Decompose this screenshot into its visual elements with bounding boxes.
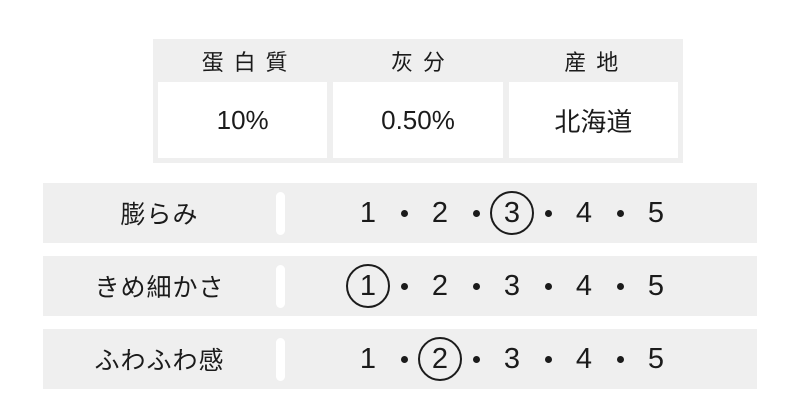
rating-label: きめ細かさ [94, 274, 225, 302]
scale-separator-dot [606, 210, 634, 217]
scale-value: 4 [575, 196, 593, 229]
divider-bar [276, 337, 285, 381]
scale-value: 3 [503, 342, 521, 375]
scale-separator-dot [462, 356, 490, 363]
rating-row-fukurami: 膨らみ 1 2 3 4 5 [43, 183, 757, 243]
rating-scale: 1 2 3 4 5 [346, 337, 678, 381]
scale-separator-dot [390, 283, 418, 290]
spec-value-ash: 0.50% [333, 82, 503, 158]
scale-value-selected: 2 [418, 337, 462, 381]
scale-value: 1 [359, 342, 377, 375]
scale-value: 4 [575, 342, 593, 375]
spec-table-value-row: 10% 0.50% 北海道 [158, 82, 678, 158]
scale-value: 4 [575, 269, 593, 302]
scale-separator-dot [606, 356, 634, 363]
scale-value-selected: 3 [490, 191, 534, 235]
spec-table: 蛋白質 灰分 産地 10% 0.50% 北海道 [153, 39, 683, 163]
scale-value-selected: 1 [346, 264, 390, 308]
spec-header-ash: 灰分 [391, 49, 455, 75]
divider-bar [276, 264, 285, 308]
rating-row-fuwafuwakan: ふわふわ感 1 2 3 4 5 [43, 329, 757, 389]
scale-value: 1 [359, 196, 377, 229]
rating-row-kimekomakasa: きめ細かさ 1 2 3 4 5 [43, 256, 757, 316]
spec-table-header-row: 蛋白質 灰分 産地 [158, 39, 678, 82]
rating-scale: 1 2 3 4 5 [346, 191, 678, 235]
scale-separator-dot [390, 356, 418, 363]
rating-label: 膨らみ [120, 201, 199, 229]
scale-value: 5 [647, 342, 665, 375]
scale-value: 2 [431, 196, 449, 229]
scale-value: 2 [431, 269, 449, 302]
scale-separator-dot [462, 283, 490, 290]
rating-label: ふわふわ感 [94, 347, 225, 375]
scale-value: 5 [647, 269, 665, 302]
spec-header-protein: 蛋白質 [201, 49, 298, 75]
scale-separator-dot [534, 210, 562, 217]
spec-header-origin: 産地 [564, 49, 629, 75]
spec-value-origin: 北海道 [508, 82, 678, 158]
scale-separator-dot [606, 283, 634, 290]
spec-value-protein: 10% [158, 82, 328, 158]
scale-separator-dot [534, 283, 562, 290]
scale-value: 5 [647, 196, 665, 229]
scale-separator-dot [390, 210, 418, 217]
scale-value: 3 [503, 269, 521, 302]
rating-scale: 1 2 3 4 5 [346, 264, 678, 308]
scale-separator-dot [534, 356, 562, 363]
scale-separator-dot [462, 210, 490, 217]
divider-bar [276, 191, 285, 235]
